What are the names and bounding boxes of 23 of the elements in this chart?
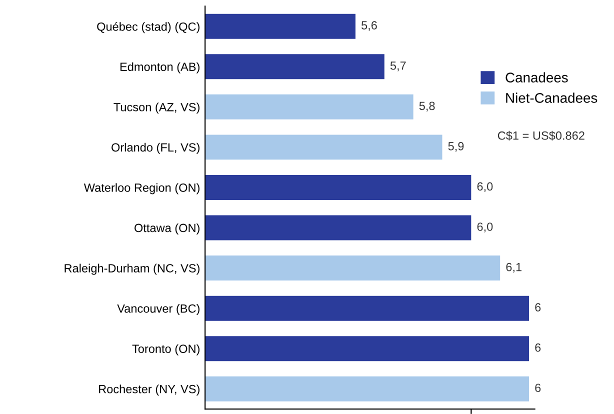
- y-tick-label: Ottawa (ON): [134, 223, 200, 234]
- data-label: 5,6: [362, 21, 377, 31]
- legend-label: Niet-Canadees: [506, 92, 598, 103]
- data-label: 5,8: [419, 102, 435, 112]
- y-tick-label: Québec (stad) (QC): [97, 22, 200, 34]
- legend-label: Canadees: [506, 72, 568, 82]
- data-label: 6,0: [477, 182, 493, 192]
- y-tick-label: Orlando (FL, VS): [112, 142, 200, 154]
- y-tick-label: Waterloo Region (ON): [84, 183, 200, 194]
- data-label: 5,9: [448, 142, 464, 152]
- data-label: 6,0: [477, 222, 493, 232]
- y-tick-label: Tucson (AZ, VS): [114, 102, 200, 114]
- data-label: 6: [535, 343, 541, 352]
- y-tick-label: Vancouver (BC): [117, 304, 200, 316]
- data-label: 5,7: [390, 62, 406, 72]
- y-tick-label: Raleigh-Durham (NC, VS): [64, 264, 200, 275]
- annotation: C$1 = US$0.862: [498, 130, 584, 140]
- y-tick-label: Toronto (ON): [132, 344, 200, 356]
- data-label: 6,1: [506, 262, 522, 273]
- y-tick-label: Edmonton (AB): [120, 62, 200, 74]
- y-tick-label: Rochester (NY, VS): [99, 384, 200, 396]
- data-label: 6: [535, 384, 541, 392]
- data-label: 6: [535, 303, 541, 312]
